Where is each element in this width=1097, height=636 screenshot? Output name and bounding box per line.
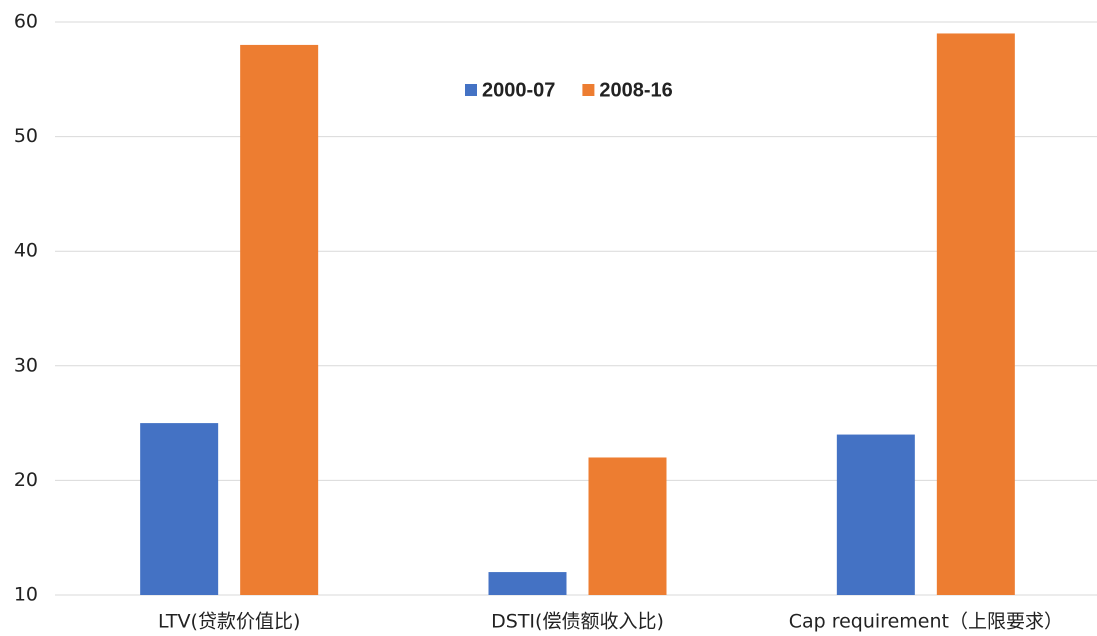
legend-label: 2000-07	[482, 79, 555, 101]
y-tick-label: 30	[14, 354, 38, 376]
bar	[936, 33, 1015, 595]
legend-swatch	[582, 84, 595, 96]
y-tick-label: 60	[14, 11, 38, 33]
bar	[488, 572, 567, 595]
x-tick-label: DSTI(偿债额收入比)	[491, 611, 664, 633]
x-tick-label: Cap requirement（上限要求）	[789, 611, 1063, 633]
y-tick-label: 50	[14, 125, 38, 147]
y-tick-label: 20	[14, 469, 38, 491]
bar	[140, 423, 219, 595]
y-tick-label: 10	[14, 584, 38, 606]
x-tick-label: LTV(贷款价值比)	[158, 611, 300, 633]
y-tick-label: 40	[14, 240, 38, 262]
bar	[836, 434, 915, 595]
bar	[588, 457, 667, 595]
legend-swatch	[465, 84, 477, 96]
legend-label: 2008-16	[599, 79, 672, 101]
bar	[240, 44, 319, 596]
